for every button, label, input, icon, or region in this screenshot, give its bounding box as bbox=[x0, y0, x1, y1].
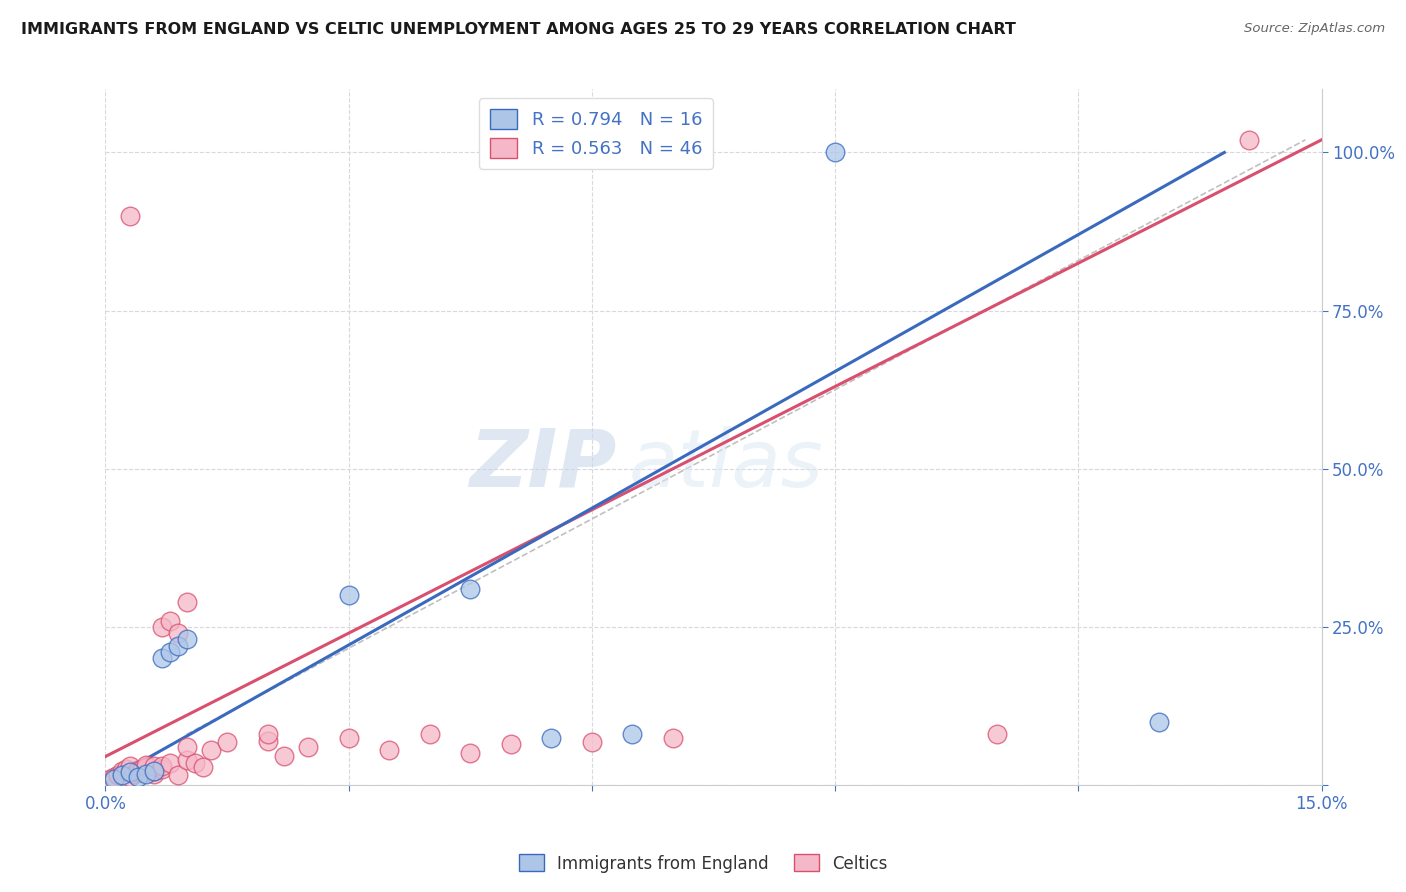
Point bbox=[150, 759, 173, 773]
Point bbox=[167, 626, 190, 640]
Point bbox=[135, 760, 157, 774]
Legend: Immigrants from England, Celtics: Immigrants from England, Celtics bbox=[512, 847, 894, 880]
Point bbox=[135, 757, 157, 772]
Point bbox=[540, 731, 562, 745]
Point bbox=[297, 739, 319, 754]
Point bbox=[167, 639, 190, 653]
Point bbox=[118, 770, 141, 784]
Point bbox=[103, 772, 125, 786]
Point bbox=[378, 743, 401, 757]
Point bbox=[127, 770, 149, 784]
Text: IMMIGRANTS FROM ENGLAND VS CELTIC UNEMPLOYMENT AMONG AGES 25 TO 29 YEARS CORRELA: IMMIGRANTS FROM ENGLAND VS CELTIC UNEMPL… bbox=[21, 22, 1017, 37]
Text: atlas: atlas bbox=[628, 425, 823, 504]
Point bbox=[337, 731, 360, 745]
Point bbox=[256, 733, 278, 747]
Point bbox=[581, 735, 603, 749]
Point bbox=[118, 759, 141, 773]
Point bbox=[150, 651, 173, 665]
Point bbox=[135, 766, 157, 780]
Point bbox=[111, 764, 134, 778]
Point bbox=[107, 768, 129, 782]
Point bbox=[1237, 133, 1260, 147]
Point bbox=[183, 756, 205, 770]
Point bbox=[499, 737, 522, 751]
Point bbox=[127, 765, 149, 780]
Point bbox=[986, 727, 1008, 741]
Point bbox=[1149, 714, 1171, 729]
Point bbox=[176, 632, 198, 647]
Point bbox=[159, 614, 181, 628]
Point bbox=[122, 766, 145, 780]
Point bbox=[127, 764, 149, 778]
Text: Source: ZipAtlas.com: Source: ZipAtlas.com bbox=[1244, 22, 1385, 36]
Point bbox=[143, 766, 166, 780]
Point bbox=[118, 209, 141, 223]
Point bbox=[621, 727, 644, 741]
Point bbox=[176, 594, 198, 608]
Point bbox=[458, 582, 481, 596]
Point bbox=[167, 768, 190, 782]
Point bbox=[273, 749, 295, 764]
Point bbox=[135, 765, 157, 780]
Point bbox=[662, 731, 685, 745]
Point bbox=[98, 772, 121, 786]
Point bbox=[114, 762, 136, 776]
Point bbox=[419, 727, 441, 741]
Point bbox=[217, 735, 239, 749]
Point bbox=[176, 753, 198, 767]
Point bbox=[337, 588, 360, 602]
Point bbox=[200, 743, 222, 757]
Legend: R = 0.794   N = 16, R = 0.563   N = 46: R = 0.794 N = 16, R = 0.563 N = 46 bbox=[479, 98, 713, 169]
Text: ZIP: ZIP bbox=[468, 425, 616, 504]
Point bbox=[159, 756, 181, 770]
Point bbox=[143, 764, 166, 778]
Point bbox=[118, 765, 141, 780]
Point bbox=[111, 768, 134, 782]
Point bbox=[150, 762, 173, 776]
Point bbox=[191, 760, 214, 774]
Point bbox=[103, 770, 125, 784]
Point bbox=[150, 620, 173, 634]
Point bbox=[176, 739, 198, 754]
Point bbox=[143, 764, 166, 778]
Point bbox=[256, 727, 278, 741]
Point bbox=[824, 145, 846, 160]
Point bbox=[143, 759, 166, 773]
Point bbox=[111, 766, 134, 780]
Point bbox=[458, 747, 481, 761]
Point bbox=[159, 645, 181, 659]
Point bbox=[131, 762, 153, 776]
